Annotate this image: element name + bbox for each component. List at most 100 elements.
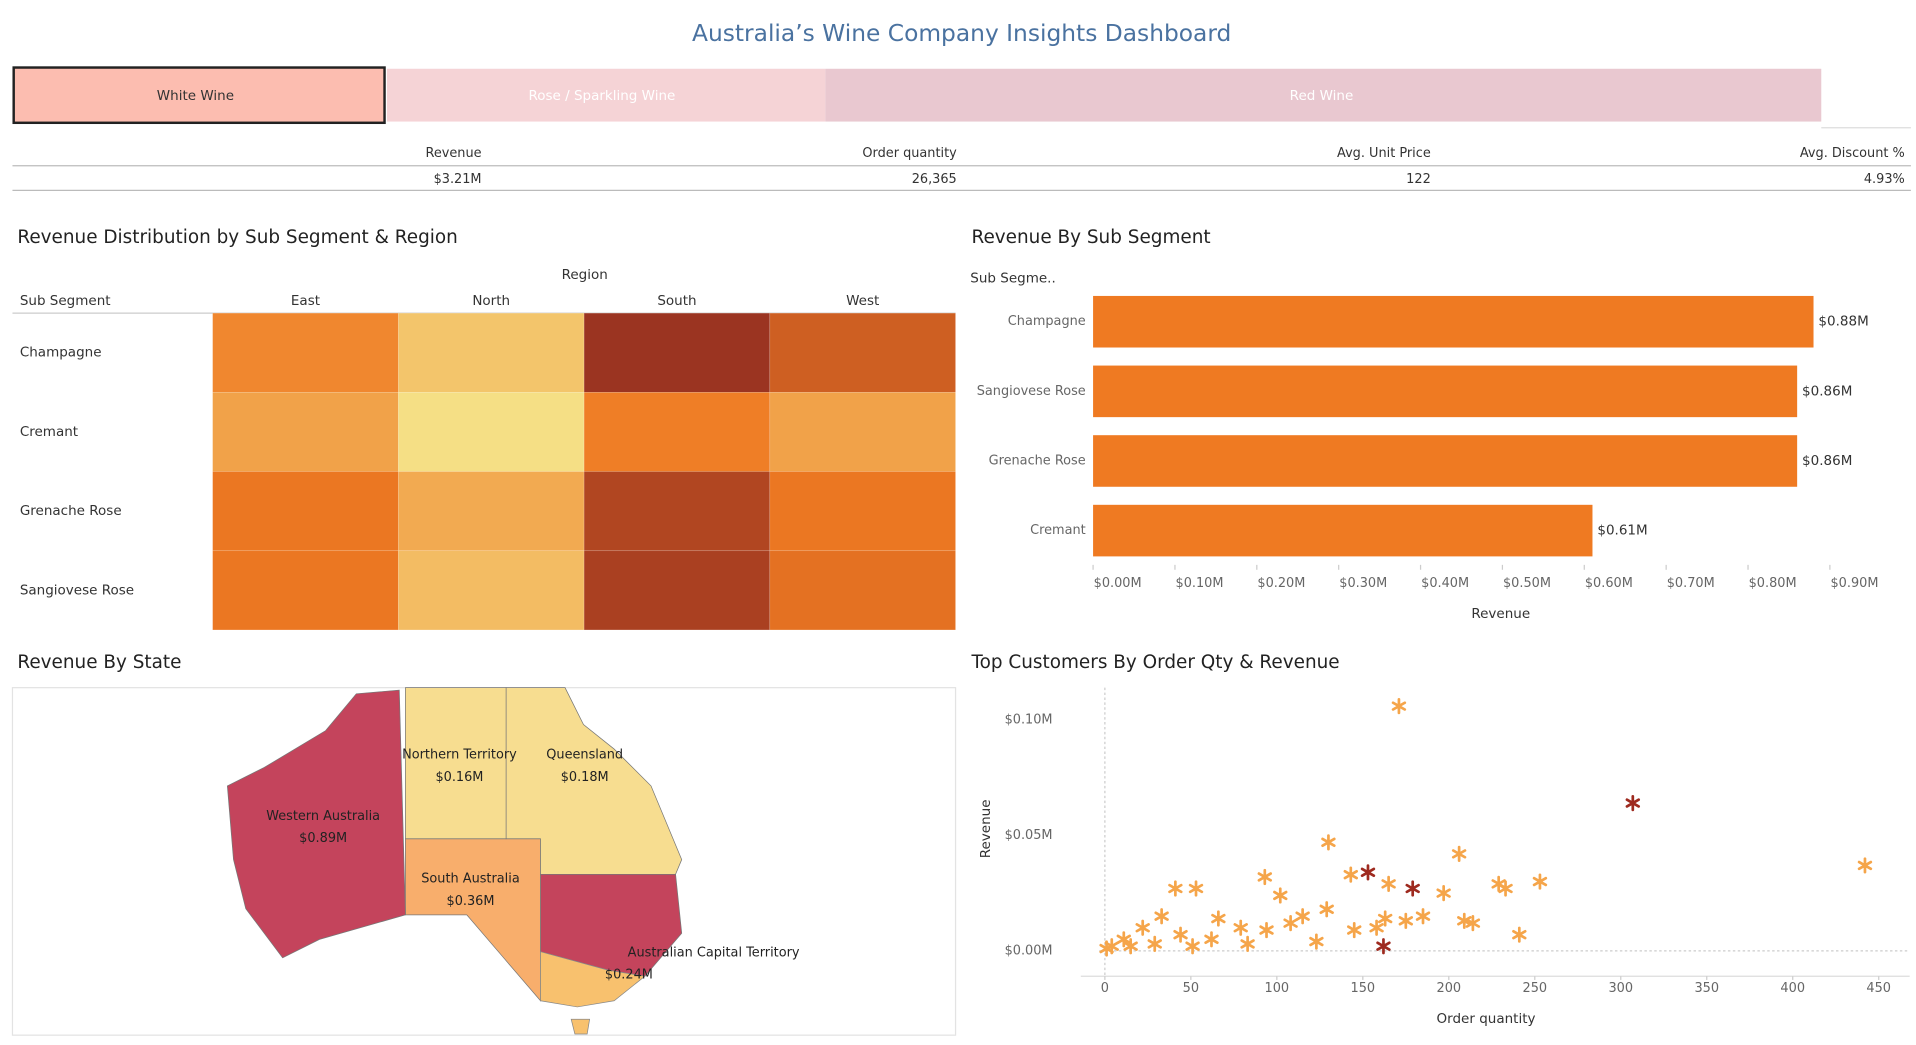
- heat-cell: [769, 550, 956, 631]
- state-label: South Australia: [421, 872, 519, 887]
- heat-cell: [212, 312, 399, 393]
- category-label: Grenache Rose: [989, 453, 1086, 468]
- axis-title: Order quantity: [1437, 1011, 1536, 1027]
- y-tick-label: $0.10M: [1005, 712, 1053, 727]
- heat-cell: [398, 471, 585, 552]
- point: [1415, 908, 1431, 925]
- point: [1295, 908, 1310, 925]
- point: [1147, 935, 1162, 953]
- state-label: Queensland: [546, 748, 623, 763]
- x-tick-label: $0.20M: [1257, 576, 1305, 591]
- x-tick-label: $0.50M: [1503, 576, 1551, 591]
- x-tick-label: $0.00M: [1094, 576, 1142, 591]
- point: [1116, 931, 1131, 948]
- kpi-value: $3.21M: [434, 172, 482, 187]
- point: [1173, 926, 1188, 943]
- chart-title: Revenue By State: [17, 652, 181, 673]
- x-tick-label: $0.40M: [1421, 576, 1469, 591]
- state-shape: [540, 951, 646, 1008]
- heat-cell: [398, 312, 585, 393]
- heat-cell: [398, 392, 585, 472]
- heat-cell: [583, 392, 771, 472]
- point: [1283, 915, 1298, 932]
- heat-cell: [212, 471, 399, 552]
- heat-cell: [583, 550, 771, 631]
- point: [1436, 885, 1451, 902]
- point: [1321, 834, 1336, 851]
- point: [1457, 912, 1472, 929]
- column-label: South: [657, 293, 696, 309]
- x-tick-label: $0.80M: [1749, 576, 1797, 591]
- heat-cell: [769, 392, 956, 472]
- point: [1309, 933, 1324, 950]
- value-label: $0.86M: [1802, 453, 1852, 469]
- point: [1369, 919, 1384, 936]
- state-shape: [405, 838, 541, 1002]
- heat-cell: [212, 550, 399, 631]
- row-label: Champagne: [20, 345, 102, 361]
- heat-cell: [769, 312, 956, 393]
- point: [1398, 912, 1414, 929]
- category-label: Champagne: [1008, 314, 1086, 329]
- point: [1135, 919, 1150, 936]
- y-tick-label: $0.00M: [1005, 943, 1053, 958]
- x-tick-label: 450: [1866, 981, 1891, 996]
- point: [1188, 880, 1204, 897]
- heat-cell: [583, 471, 771, 552]
- x-tick-label: $0.90M: [1830, 576, 1878, 591]
- state-label: Australian Capital Territory: [628, 945, 800, 960]
- kpi-value: 4.93%: [1864, 172, 1905, 187]
- bar: [1093, 365, 1798, 418]
- point: [1360, 864, 1376, 881]
- state-shape: [570, 1018, 591, 1035]
- state-label: Western Australia: [266, 809, 380, 824]
- state-value: $0.36M: [447, 894, 495, 909]
- tab-label[interactable]: Rose / Sparkling Wine: [528, 88, 675, 104]
- point: [1257, 868, 1273, 886]
- point: [1099, 940, 1114, 957]
- value-label: $0.61M: [1597, 523, 1647, 539]
- x-tick-label: 300: [1608, 981, 1633, 996]
- state-value: $0.18M: [561, 770, 609, 785]
- state-value: $0.24M: [605, 968, 653, 983]
- point: [1240, 935, 1255, 953]
- point: [1154, 908, 1169, 925]
- chart-title: Revenue Distribution by Sub Segment & Re…: [17, 227, 457, 248]
- tab[interactable]: [825, 68, 1822, 122]
- kpi-value: 26,365: [912, 172, 957, 187]
- point: [1319, 901, 1334, 918]
- point: [1857, 857, 1873, 874]
- x-tick-label: 400: [1780, 981, 1805, 996]
- point: [1405, 880, 1420, 897]
- value-label: $0.88M: [1818, 314, 1868, 330]
- tab-label[interactable]: Red Wine: [1290, 88, 1354, 104]
- point: [1451, 845, 1467, 862]
- column-label: East: [291, 293, 320, 309]
- tab-label[interactable]: White Wine: [157, 88, 234, 104]
- point: [1347, 921, 1362, 939]
- column-label: West: [846, 293, 879, 309]
- point: [1381, 875, 1396, 892]
- kpi-label: Revenue: [425, 146, 481, 161]
- heat-cell: [398, 550, 585, 631]
- point: [1532, 873, 1548, 890]
- bar: [1093, 504, 1593, 557]
- tab[interactable]: [12, 66, 386, 125]
- state-shape: [405, 687, 507, 840]
- point: [1625, 794, 1641, 812]
- tab[interactable]: [386, 68, 826, 122]
- point: [1343, 866, 1358, 883]
- dashboard-title: Australia’s Wine Company Insights Dashbo…: [692, 19, 1231, 47]
- x-tick-label: 200: [1437, 981, 1462, 996]
- row-label: Sangiovese Rose: [20, 582, 134, 598]
- x-tick-label: $0.30M: [1339, 576, 1387, 591]
- heat-cell: [212, 392, 399, 472]
- y-tick-label: $0.05M: [1005, 828, 1053, 843]
- row-label: Cremant: [20, 424, 78, 440]
- kpi-label: Order quantity: [862, 146, 957, 161]
- point: [1376, 938, 1391, 955]
- state-shape: [505, 687, 683, 875]
- column-title: Region: [562, 267, 608, 283]
- point: [1377, 910, 1393, 927]
